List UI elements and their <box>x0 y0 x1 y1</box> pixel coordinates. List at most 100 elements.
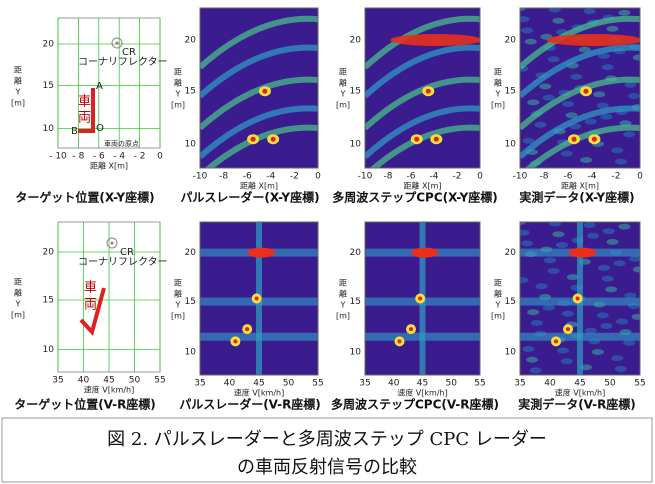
x-tick-label: -4 <box>430 172 439 182</box>
noise <box>548 268 560 274</box>
noise <box>597 312 609 318</box>
vehicle-label: 両 <box>78 111 91 126</box>
y-tick-label: 10 <box>350 140 362 150</box>
y-tick-label: 20 <box>185 248 197 258</box>
noise <box>562 101 574 107</box>
y-axis-label: 離 <box>339 78 347 88</box>
x-tick-label: 45 <box>253 379 264 389</box>
noise <box>584 8 596 14</box>
y-tick-label: 10 <box>350 348 362 358</box>
y-axis-label: 距 <box>14 278 22 287</box>
hot-spot <box>251 137 256 142</box>
x-tick-label: 45 <box>103 376 114 386</box>
x-tick-label: -6 <box>407 172 416 182</box>
cr-marker <box>116 42 119 45</box>
reflector-label: コーナリフレクター <box>78 256 168 268</box>
x-tick-label: 35 <box>514 379 525 389</box>
heatmap <box>514 219 645 375</box>
noise <box>518 16 530 22</box>
x-tick-label: 40 <box>388 379 400 389</box>
hot-spot <box>271 137 276 142</box>
vehicle-label: 車 <box>78 95 91 110</box>
x-tick-label: -8 <box>219 172 228 182</box>
x-tick-label: 40 <box>544 379 556 389</box>
noise <box>623 131 635 137</box>
x-tick-label: -10 <box>513 172 528 182</box>
noise <box>585 328 597 334</box>
x-tick-label: 0 <box>315 172 321 182</box>
noise <box>584 222 596 228</box>
y-tick-label: 20 <box>185 36 197 46</box>
noise <box>618 224 630 230</box>
panel-caption: 多周波ステップCPC(V-R座標) <box>331 397 499 412</box>
y-tick-label: 15 <box>505 297 516 307</box>
x-tick-label: 55 <box>634 379 645 389</box>
noise <box>615 159 627 165</box>
noise <box>628 93 640 99</box>
noise <box>629 256 641 262</box>
y-axis-label: Y <box>340 301 346 310</box>
x-tick-label: 45 <box>574 379 585 389</box>
x-tick-label: 45 <box>417 379 428 389</box>
noise <box>552 18 564 24</box>
noise <box>526 357 538 363</box>
panel-caption: パルスレーダー(V-R座標) <box>179 397 321 412</box>
noise <box>593 91 605 97</box>
y-tick-label: 15 <box>350 297 361 307</box>
x-tick-label: 35 <box>194 379 205 389</box>
hot-spot <box>233 339 237 343</box>
figure-caption: 図 2. パルスレーダーと多周波ステップ CPC レーダー <box>107 429 547 450</box>
x-axis-label: 距離 X[m] <box>90 161 128 171</box>
heatmap <box>200 222 318 375</box>
x-tick-label: 0 <box>637 172 643 182</box>
y-axis-label: 距 <box>174 279 182 288</box>
x-tick-label: -2 <box>453 172 462 182</box>
noise <box>592 349 604 355</box>
noise <box>557 348 569 354</box>
x-tick-label: 50 <box>604 379 616 389</box>
panel: -10-8-6-4-20201510距離 X[m]距離Y[m]多周波ステップCP… <box>332 8 498 205</box>
y-axis-label: Y <box>495 90 501 99</box>
y-axis-label: 距 <box>14 66 22 75</box>
noise <box>536 283 548 289</box>
noise <box>587 233 599 239</box>
noise <box>602 276 614 282</box>
x-tick-label: 40 <box>224 379 236 389</box>
y-axis-label: 離 <box>14 76 22 86</box>
panel-caption: ターゲット位置(V-R座標) <box>14 397 156 412</box>
noise <box>615 366 627 372</box>
y-tick-label: 15 <box>505 87 516 97</box>
heatmap <box>365 222 480 375</box>
panel-caption: ターゲット位置(X-Y座標) <box>15 190 154 205</box>
x-tick-label: -4 <box>266 172 275 182</box>
noise <box>623 340 635 346</box>
origin-label: 車両の原点 <box>104 139 139 148</box>
noise <box>633 266 645 272</box>
x-axis-label: 距離 X[m] <box>403 181 441 191</box>
noise <box>570 74 582 80</box>
y-axis-label: Y <box>175 90 181 99</box>
x-axis-label: 速度 V[km/h] <box>397 388 447 398</box>
y-tick-label: 10 <box>185 348 197 358</box>
noise <box>521 27 533 33</box>
x-tick-label: -4 <box>588 172 597 182</box>
noise <box>611 355 623 361</box>
noise <box>525 39 537 45</box>
x-axis-label: 速度 V[km/h] <box>234 388 284 398</box>
y-axis-label: Y <box>495 301 501 310</box>
y-axis-label: Y <box>340 90 346 99</box>
noise <box>548 56 560 62</box>
noise <box>552 231 564 237</box>
y-tick-label: 10 <box>505 140 517 150</box>
noise <box>602 64 614 70</box>
noise <box>543 95 555 101</box>
y-tick-label: 15 <box>43 296 54 306</box>
y-tick-label: 20 <box>505 248 517 258</box>
noise <box>521 240 533 246</box>
x-tick-label: 35 <box>359 379 370 389</box>
hot-spot <box>245 327 249 331</box>
x-tick-label: - 8 <box>72 152 84 162</box>
reflector-label: コーナリフレクター <box>78 56 168 68</box>
